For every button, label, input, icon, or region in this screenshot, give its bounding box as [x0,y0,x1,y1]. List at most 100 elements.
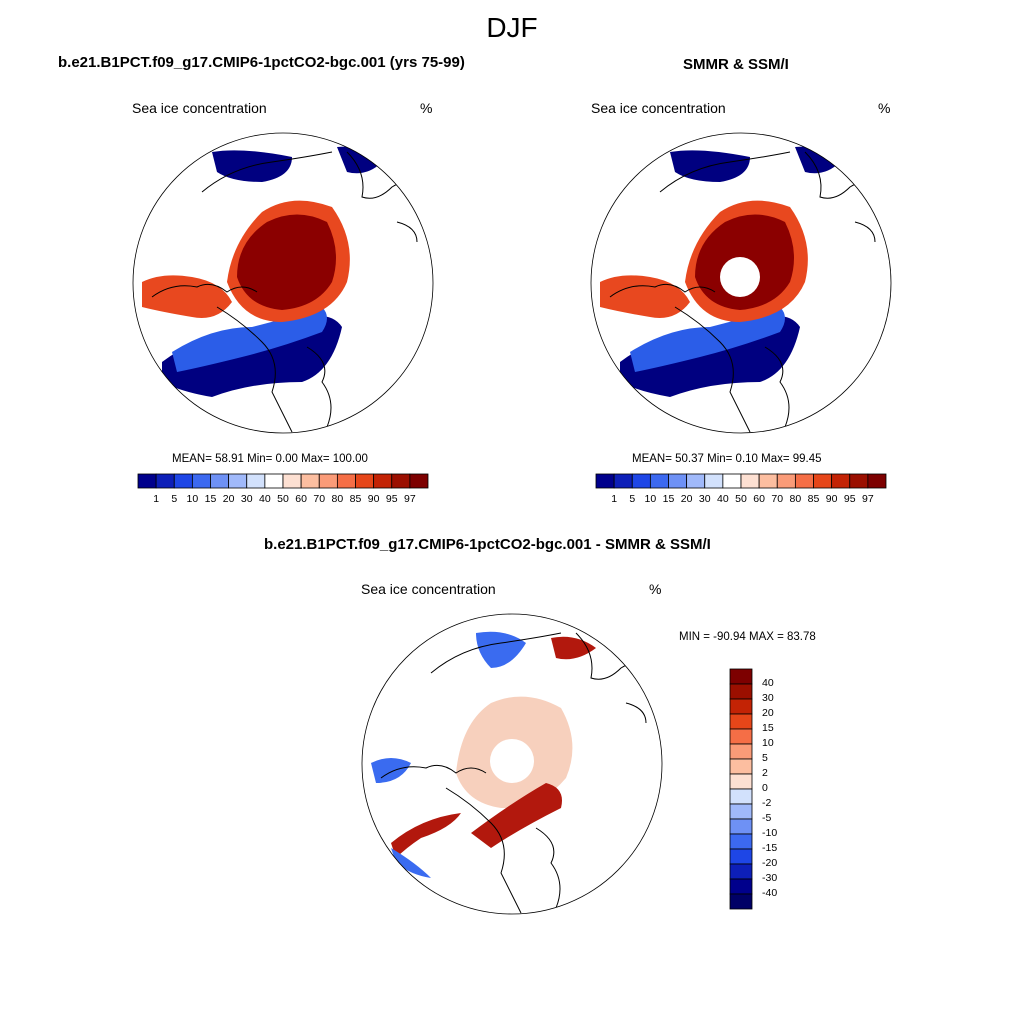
colorbar-tick-label: 15 [762,722,774,734]
colorbar-tick-label: 40 [762,677,774,689]
colorbar-tick-label: 97 [404,493,416,505]
map-boundary [361,613,663,915]
colorbar-box [264,473,284,489]
colorbar-box [729,698,753,715]
colorbar-box [210,473,230,489]
colorbar-box [729,893,753,910]
colorbar-tick-label: 10 [644,493,657,505]
panel1-field-label: Sea ice concentration [132,100,267,116]
colorbar-tick-label: -5 [762,812,772,824]
coastline [674,306,751,433]
coastline [201,151,333,193]
colorbar-tick-label: 2 [762,767,768,779]
panel3-stats: MIN = -90.94 MAX = 83.78 [679,631,816,643]
colorbar-tick-label: 50 [277,493,289,505]
colorbar-tick-label: 50 [735,493,747,505]
coastline [151,283,258,298]
coastline [535,827,561,909]
colorbar-box [813,473,833,489]
colorbar-tick-label: -20 [762,857,778,869]
pole-hole [490,739,534,783]
coastline [625,702,647,724]
colorbar-box [246,473,266,489]
colorbar-tick-label: -15 [762,842,778,854]
panel3-title: b.e21.B1PCT.f09_g17.CMIP6-1pctCO2-bgc.00… [264,536,711,553]
colorbar-box [758,473,778,489]
panel1-title: b.e21.B1PCT.f09_g17.CMIP6-1pctCO2-bgc.00… [58,54,465,71]
panel3-colorbar [729,668,753,910]
coastline [609,283,716,298]
colorbar-box [729,788,753,805]
colorbar-tick-label: 10 [186,493,199,505]
negative-diff-region [371,758,411,783]
colorbar-box [704,473,724,489]
coastline [306,346,332,428]
negative-diff-region [391,848,431,878]
panel2-title: SMMR & SSM/I [683,56,789,73]
colorbar-box [831,473,851,489]
marginal-ice-region [142,275,232,318]
colorbar-box [228,473,248,489]
negative-diff-region [476,631,526,668]
colorbar-tick-label: 10 [762,737,774,749]
colorbar-box [300,473,320,489]
colorbar-tick-label: 95 [843,493,856,505]
coastline [659,151,791,193]
colorbar-tick-label: 20 [762,707,774,719]
colorbar-tick-label: 97 [862,493,874,505]
colorbar-tick-label: 15 [662,493,675,505]
colorbar-tick-label: -10 [762,827,778,839]
colorbar-box [849,473,869,489]
colorbar-box [722,473,742,489]
panel3-field-label: Sea ice concentration [361,581,496,597]
colorbar-tick-label: 5 [762,752,768,764]
colorbar-box [668,473,688,489]
colorbar-box [740,473,760,489]
colorbar-box [373,473,393,489]
coastline [396,221,418,243]
colorbar-tick-label: 30 [240,493,253,505]
colorbar-tick-label: 30 [698,493,711,505]
colorbar-tick-label: 80 [789,493,802,505]
colorbar-box [318,473,338,489]
colorbar-box [391,473,411,489]
coastline [380,764,487,779]
colorbar-box [282,473,302,489]
colorbar-box [729,848,753,865]
colorbar-box [729,878,753,895]
colorbar-tick-label: 20 [680,493,693,505]
colorbar-tick-label: 20 [222,493,235,505]
coastline [445,787,522,914]
colorbar-tick-label: 90 [367,493,380,505]
pole-hole [720,257,760,297]
map-boundary [132,132,434,434]
colorbar-box [409,473,429,489]
colorbar-tick-label: 15 [204,493,217,505]
panel2-colorbar [595,473,887,489]
colorbar-tick-label: -2 [762,797,772,809]
panel1-units: % [420,100,433,116]
colorbar-box [776,473,796,489]
marginal-ice-region [600,275,690,318]
colorbar-box [595,473,615,489]
colorbar-tick-label: 40 [259,493,271,505]
colorbar-box [686,473,706,489]
colorbar-tick-label: 85 [349,493,362,505]
colorbar-tick-label: 80 [331,493,344,505]
colorbar-tick-label: 5 [629,493,636,505]
panel2-polar-map [590,132,892,434]
colorbar-box [729,683,753,700]
colorbar-box [729,713,753,730]
panel2-field-label: Sea ice concentration [591,100,726,116]
colorbar-tick-label: 90 [825,493,838,505]
colorbar-box [173,473,193,489]
colorbar-box [729,863,753,880]
colorbar-tick-label: 0 [762,782,768,794]
colorbar-box [729,818,753,835]
colorbar-tick-label: -40 [762,887,778,899]
colorbar-box [355,473,375,489]
colorbar-box [729,668,753,685]
colorbar-tick-label: 30 [762,692,774,704]
colorbar-tick-label: 40 [717,493,729,505]
coastline [764,346,790,428]
